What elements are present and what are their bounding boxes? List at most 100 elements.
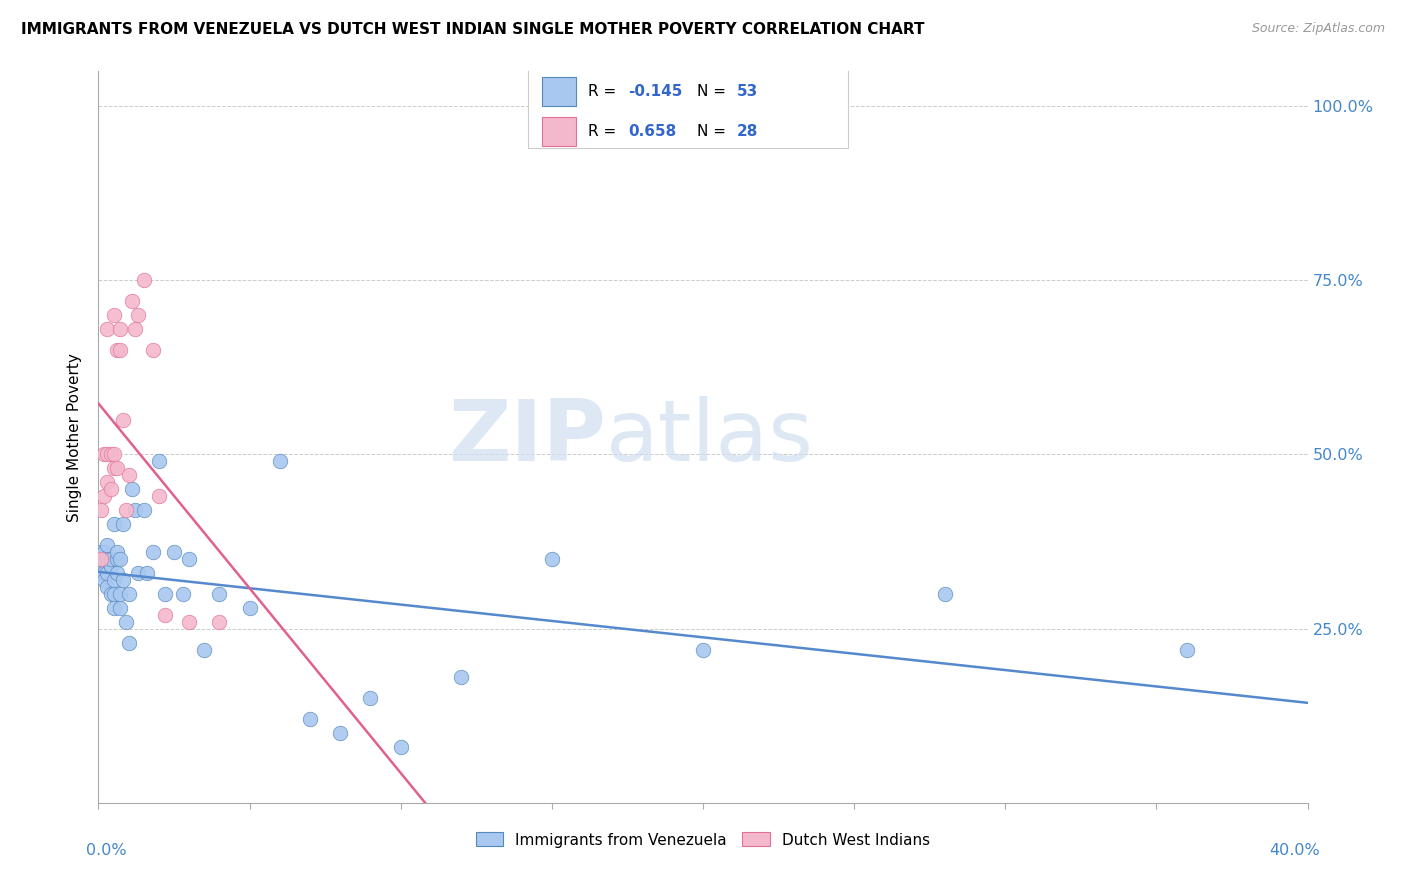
Point: [239, 600, 262, 615]
Point: [103, 517, 125, 532]
Point: [118, 587, 141, 601]
Point: [103, 461, 125, 475]
Point: [93, 566, 115, 580]
Point: [179, 615, 201, 629]
Point: [90, 558, 112, 573]
Point: [100, 448, 122, 462]
Point: [208, 615, 231, 629]
Point: [1175, 642, 1198, 657]
Point: [142, 545, 165, 559]
Text: R =: R =: [588, 85, 621, 99]
Text: N =: N =: [697, 85, 731, 99]
Point: [692, 642, 714, 657]
Point: [153, 587, 176, 601]
FancyBboxPatch shape: [543, 78, 576, 106]
Point: [114, 503, 136, 517]
Point: [100, 587, 122, 601]
Point: [148, 454, 170, 468]
FancyBboxPatch shape: [527, 64, 848, 148]
Point: [96, 580, 118, 594]
Point: [103, 448, 125, 462]
Point: [93, 552, 115, 566]
Point: [90, 503, 112, 517]
Point: [100, 558, 122, 573]
Point: [124, 322, 146, 336]
Point: [105, 545, 128, 559]
Text: IMMIGRANTS FROM VENEZUELA VS DUTCH WEST INDIAN SINGLE MOTHER POVERTY CORRELATION: IMMIGRANTS FROM VENEZUELA VS DUTCH WEST …: [21, 22, 925, 37]
Point: [132, 273, 155, 287]
Point: [103, 587, 125, 601]
Point: [108, 587, 131, 601]
Point: [299, 712, 322, 726]
Point: [108, 343, 131, 357]
Point: [934, 587, 956, 601]
Point: [100, 552, 122, 566]
Point: [105, 552, 128, 566]
Point: [118, 635, 141, 649]
Point: [124, 503, 146, 517]
Point: [100, 483, 122, 497]
Text: 0.658: 0.658: [628, 124, 676, 139]
Point: [163, 545, 186, 559]
Point: [208, 587, 231, 601]
Point: [135, 566, 157, 580]
Point: [329, 726, 352, 740]
Point: [96, 552, 118, 566]
Point: [108, 322, 131, 336]
Point: [360, 691, 382, 706]
Point: [108, 600, 131, 615]
Point: [153, 607, 176, 622]
Point: [127, 566, 149, 580]
Point: [105, 566, 128, 580]
Point: [111, 573, 134, 587]
Point: [148, 489, 170, 503]
Text: 53: 53: [737, 85, 758, 99]
Point: [121, 294, 143, 309]
Point: [96, 475, 118, 490]
Point: [121, 483, 143, 497]
Text: 28: 28: [737, 124, 758, 139]
Point: [179, 552, 201, 566]
Text: -0.145: -0.145: [628, 85, 682, 99]
Text: ZIP: ZIP: [449, 395, 606, 479]
Text: 40.0%: 40.0%: [1270, 843, 1320, 858]
Y-axis label: Single Mother Poverty: Single Mother Poverty: [67, 352, 83, 522]
Point: [96, 322, 118, 336]
Point: [103, 573, 125, 587]
Point: [111, 412, 134, 426]
Point: [127, 308, 149, 322]
FancyBboxPatch shape: [543, 117, 576, 146]
Point: [108, 552, 131, 566]
Point: [93, 448, 115, 462]
Point: [90, 566, 112, 580]
Text: 0.0%: 0.0%: [86, 843, 127, 858]
Legend: Immigrants from Venezuela, Dutch West Indians: Immigrants from Venezuela, Dutch West In…: [470, 826, 936, 854]
Point: [105, 343, 128, 357]
Point: [389, 740, 412, 755]
Point: [93, 545, 115, 559]
Point: [142, 343, 165, 357]
Point: [93, 573, 115, 587]
Point: [96, 566, 118, 580]
Point: [114, 615, 136, 629]
Text: R =: R =: [588, 124, 626, 139]
Point: [118, 468, 141, 483]
Point: [132, 503, 155, 517]
Point: [96, 448, 118, 462]
Point: [103, 600, 125, 615]
Point: [96, 538, 118, 552]
Text: atlas: atlas: [606, 395, 814, 479]
Text: Source: ZipAtlas.com: Source: ZipAtlas.com: [1251, 22, 1385, 36]
Text: N =: N =: [697, 124, 731, 139]
Point: [93, 489, 115, 503]
Point: [103, 308, 125, 322]
Point: [90, 545, 112, 559]
Point: [540, 552, 562, 566]
Point: [450, 670, 472, 684]
Point: [193, 642, 215, 657]
Point: [172, 587, 194, 601]
Point: [111, 517, 134, 532]
Point: [269, 454, 291, 468]
Point: [105, 461, 128, 475]
Point: [90, 552, 112, 566]
